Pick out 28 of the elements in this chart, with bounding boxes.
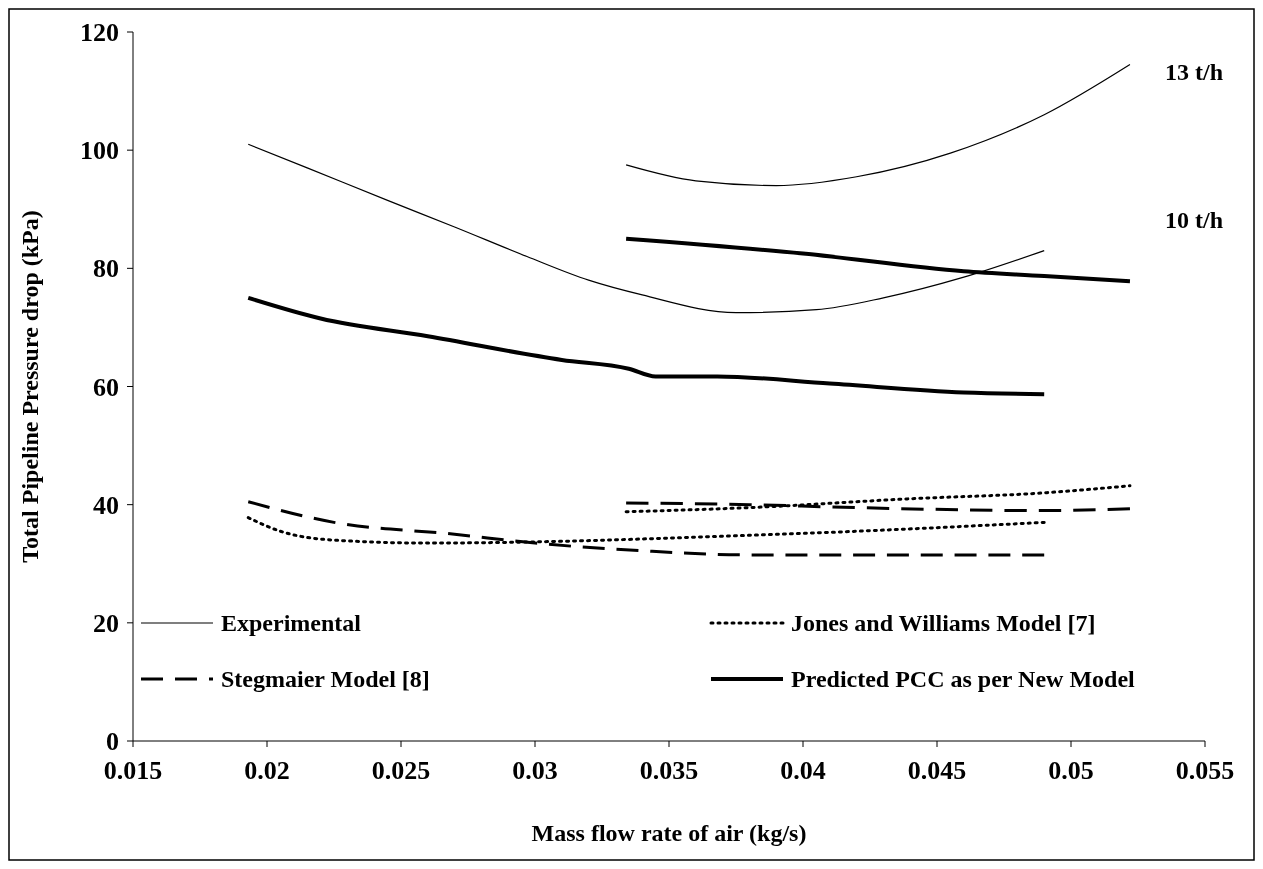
legend-label: Stegmaier Model [8] bbox=[221, 666, 430, 692]
y-tick-label: 80 bbox=[93, 254, 119, 284]
x-tick-label: 0.015 bbox=[103, 756, 163, 785]
y-tick-label: 60 bbox=[93, 372, 119, 402]
x-tick-label: 0.04 bbox=[780, 756, 826, 785]
y-axis-title: Total Pipeline Pressure drop (kPa) bbox=[17, 210, 43, 563]
annotation: 10 t/h bbox=[1165, 207, 1224, 233]
annotation: 13 t/h bbox=[1165, 59, 1224, 85]
y-tick-label: 20 bbox=[93, 608, 119, 638]
line-series bbox=[246, 295, 1047, 397]
x-tick-label: 0.055 bbox=[1175, 756, 1235, 785]
y-tick-label: 0 bbox=[106, 727, 119, 756]
line-series bbox=[246, 500, 1046, 557]
line-series bbox=[624, 484, 1132, 514]
x-tick-label: 0.045 bbox=[907, 756, 967, 785]
x-tick-label: 0.025 bbox=[371, 756, 431, 785]
y-tick-label: 100 bbox=[80, 136, 119, 166]
line-series bbox=[625, 63, 1131, 187]
x-tick-label: 0.03 bbox=[512, 756, 558, 785]
x-tick-label: 0.05 bbox=[1048, 756, 1094, 785]
x-axis-title: Mass flow rate of air (kg/s) bbox=[531, 820, 807, 846]
legend-label: Predicted PCC as per New Model bbox=[791, 666, 1136, 692]
legend-label: Experimental bbox=[221, 610, 362, 636]
y-tick-label: 120 bbox=[80, 18, 119, 47]
x-tick-label: 0.035 bbox=[639, 756, 699, 785]
legend-label: Jones and Williams Model [7] bbox=[791, 610, 1096, 636]
y-tick-label: 40 bbox=[93, 490, 119, 520]
x-tick-label: 0.02 bbox=[244, 756, 290, 785]
